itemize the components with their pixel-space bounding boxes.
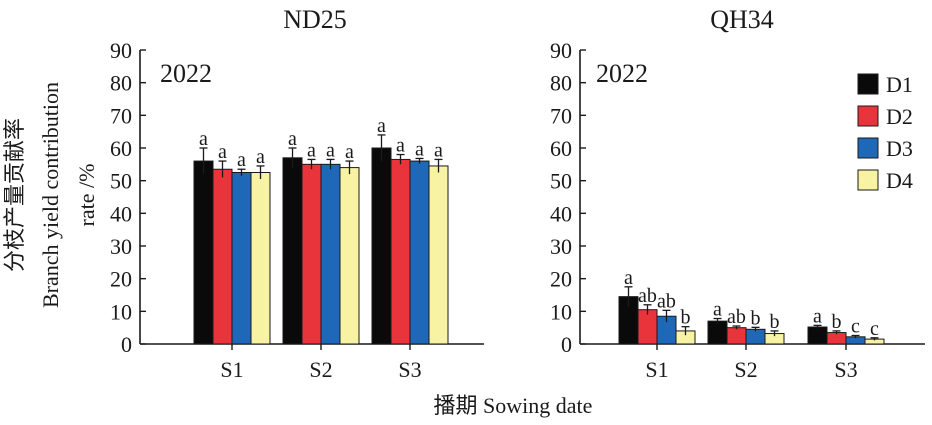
y-tick-label: 60 (550, 136, 572, 161)
x-tick-label: S2 (309, 357, 332, 382)
panel-title: ND25 (283, 5, 347, 34)
y-tick-label: 50 (110, 169, 132, 194)
significance-label: ab (638, 285, 657, 307)
year-label: 2022 (596, 59, 648, 88)
y-tick-label: 20 (110, 267, 132, 292)
significance-label: a (218, 141, 227, 163)
y-tick-label: 0 (121, 332, 132, 357)
x-tick-label: S1 (220, 357, 243, 382)
bar-d3 (320, 163, 341, 345)
bar-d1 (807, 326, 828, 345)
legend: D1 D2 D3 D4 (857, 72, 913, 193)
significance-label: a (345, 141, 354, 163)
significance-label: a (377, 115, 386, 137)
bar-d3 (409, 160, 430, 345)
y-tick-label: 30 (110, 234, 132, 259)
y-axis-label-en-line2: rate /% (74, 164, 99, 227)
y-tick-label: 0 (561, 332, 572, 357)
bar-d2 (390, 158, 411, 345)
bar-d2 (726, 327, 747, 345)
year-label: 2022 (160, 59, 212, 88)
significance-label: c (851, 316, 860, 338)
bar-d3 (745, 328, 766, 345)
y-tick-label: 80 (550, 71, 572, 96)
y-tick-label: 10 (110, 299, 132, 324)
significance-label: ab (727, 306, 746, 328)
y-tick-label: 60 (110, 136, 132, 161)
y-tick-label: 90 (110, 38, 132, 63)
significance-label: a (307, 139, 316, 161)
y-axis-label: 分枝产量贡献率 Branch yield contribution rate /… (2, 82, 99, 308)
bar-d1 (193, 160, 214, 345)
significance-label: a (288, 128, 297, 150)
bar-d3 (231, 172, 252, 345)
legend-label-d2: D2 (886, 104, 913, 129)
y-tick-label: 30 (550, 234, 572, 259)
legend-label-d4: D4 (886, 168, 913, 193)
y-tick-label: 40 (550, 201, 572, 226)
significance-label: a (813, 305, 822, 327)
bar-d4 (250, 172, 271, 345)
x-tick-label: S3 (834, 357, 857, 382)
significance-label: c (870, 318, 879, 340)
y-tick-label: 20 (550, 267, 572, 292)
y-tick-label: 70 (110, 103, 132, 128)
significance-label: b (832, 311, 842, 333)
significance-label: a (326, 139, 335, 161)
y-tick-label: 40 (110, 201, 132, 226)
legend-swatch-d1 (857, 73, 879, 95)
legend-swatch-d4 (857, 169, 879, 191)
x-tick-label: S3 (398, 357, 421, 382)
legend-swatch-d3 (857, 137, 879, 159)
y-tick-label: 80 (110, 71, 132, 96)
bar-d4 (339, 167, 360, 345)
x-tick-label: S2 (734, 357, 757, 382)
legend-label-d1: D1 (886, 72, 913, 97)
y-tick-label: 70 (550, 103, 572, 128)
legend-label-d3: D3 (886, 136, 913, 161)
significance-label: ab (657, 290, 676, 312)
significance-label: a (713, 299, 722, 321)
significance-label: a (396, 135, 405, 157)
significance-label: a (199, 128, 208, 150)
bar-d2 (826, 332, 847, 345)
y-axis-label-en-line1: Branch yield contribution (38, 82, 63, 308)
bar-d4 (428, 165, 449, 345)
panel-title: QH34 (710, 5, 774, 34)
bar-d1 (707, 320, 728, 345)
y-axis-label-cn: 分枝产量贡献率 (2, 118, 27, 272)
y-tick-label: 10 (550, 299, 572, 324)
bar-d2 (301, 163, 322, 345)
y-tick-label: 90 (550, 38, 572, 63)
x-axis-label: 播期 Sowing date (434, 393, 593, 418)
significance-label: b (681, 307, 691, 329)
legend-swatch-d2 (857, 105, 879, 127)
significance-label: a (415, 138, 424, 160)
significance-label: a (624, 267, 633, 289)
significance-label: a (434, 139, 443, 161)
bar-d2 (637, 309, 658, 345)
significance-label: a (237, 149, 246, 171)
significance-label: a (256, 146, 265, 168)
bar-d1 (371, 147, 392, 345)
y-tick-label: 50 (550, 169, 572, 194)
significance-label: b (751, 307, 761, 329)
x-tick-label: S1 (645, 357, 668, 382)
bar-d2 (212, 168, 233, 345)
bar-d1 (282, 157, 303, 345)
significance-label: b (770, 311, 780, 333)
